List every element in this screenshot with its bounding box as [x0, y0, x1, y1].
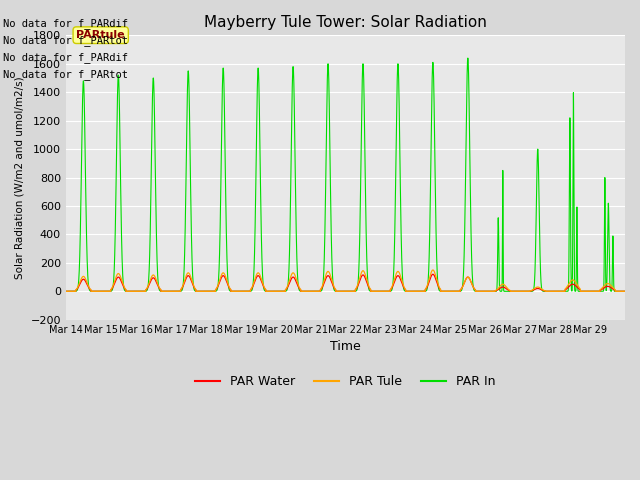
Text: No data for f_PARdif: No data for f_PARdif	[3, 52, 128, 63]
Legend: PAR Water, PAR Tule, PAR In: PAR Water, PAR Tule, PAR In	[190, 370, 500, 393]
Text: No data for f_PARdif: No data for f_PARdif	[3, 18, 128, 29]
Text: No data for f_PARtot: No data for f_PARtot	[3, 35, 128, 46]
Text: PARtule: PARtule	[76, 30, 125, 40]
Text: No data for f_PARtot: No data for f_PARtot	[3, 69, 128, 80]
Y-axis label: Solar Radiation (W/m2 and umol/m2/s): Solar Radiation (W/m2 and umol/m2/s)	[15, 76, 25, 279]
Title: Mayberry Tule Tower: Solar Radiation: Mayberry Tule Tower: Solar Radiation	[204, 15, 487, 30]
X-axis label: Time: Time	[330, 340, 361, 353]
